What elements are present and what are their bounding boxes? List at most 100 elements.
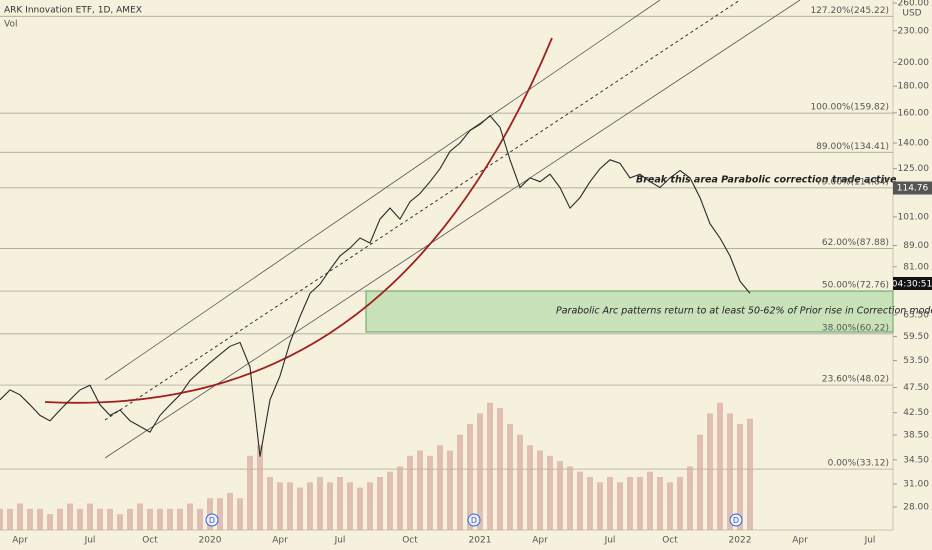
volume-bar [697, 434, 703, 530]
volume-bar [367, 482, 373, 530]
volume-bar [217, 498, 223, 530]
volume-bar [747, 418, 753, 530]
volume-bar [317, 477, 323, 530]
event-marker [205, 513, 219, 527]
volume-bar [487, 402, 493, 530]
volume-bar [447, 450, 453, 530]
volume-bar [457, 434, 463, 530]
volume-bar [247, 455, 253, 530]
fib-label: 23.60%(48.02) [822, 375, 889, 385]
volume-bar [567, 466, 573, 530]
volume-bar [137, 503, 143, 530]
volume-bar [387, 471, 393, 530]
annotation: Parabolic Arc patterns return to at leas… [556, 306, 932, 317]
volume-bar [677, 477, 683, 530]
x-tick-label: Apr [12, 536, 28, 546]
volume-bar [187, 503, 193, 530]
y-tick-label: 28.00 [903, 503, 929, 513]
volume-bar [97, 508, 103, 530]
y-tick-label: 53.50 [903, 356, 929, 366]
volume-bar [7, 508, 13, 530]
x-tick-label: Apr [792, 536, 808, 546]
y-tick-label: 47.50 [903, 383, 929, 393]
volume-bar [107, 508, 113, 530]
volume-bar [467, 424, 473, 530]
volume-bar [17, 503, 23, 530]
volume-bar [577, 471, 583, 530]
volume-bar [27, 508, 33, 530]
volume-bar [637, 477, 643, 530]
x-tick-label: Oct [662, 536, 678, 546]
volume-bar [597, 482, 603, 530]
volume-bar [497, 408, 503, 530]
y-tick-label: 200.00 [898, 58, 930, 68]
volume-bar [587, 477, 593, 530]
volume-bar [267, 477, 273, 530]
volume-bar [717, 402, 723, 530]
volume-bar [707, 413, 713, 530]
volume-bar [167, 508, 173, 530]
x-tick-label: Jul [334, 536, 346, 546]
volume-bar [667, 482, 673, 530]
fib-label: 38.00%(60.22) [822, 323, 889, 333]
event-marker [729, 513, 743, 527]
volume-bar [647, 471, 653, 530]
volume-bar [77, 508, 83, 530]
channel-lower [104, 0, 801, 459]
volume-bar [627, 477, 633, 530]
y-tick-label: 230.00 [898, 26, 930, 36]
volume-bar [437, 445, 443, 530]
fib-label: 127.20%(245.22) [810, 6, 889, 16]
volume-bar [477, 413, 483, 530]
chart-title: ARK Innovation ETF, 1D, AMEX [4, 6, 142, 16]
volume-bar [337, 477, 343, 530]
last-price-box [893, 181, 932, 195]
volume-bar [557, 461, 563, 530]
volume-bar [547, 455, 553, 530]
volume-bar [517, 434, 523, 530]
x-tick-label: Apr [532, 536, 548, 546]
fib-label: 0.00%(33.12) [828, 459, 889, 469]
parabolic-arc [44, 37, 553, 404]
volume-bar [37, 508, 43, 530]
volume-bar [227, 492, 233, 530]
x-tick-label: Apr [272, 536, 288, 546]
volume-bar [377, 477, 383, 530]
y-tick-label: 160.00 [898, 108, 930, 118]
volume-bar [307, 482, 313, 530]
event-label: D [209, 516, 215, 525]
y-tick-label: 59.50 [903, 332, 929, 342]
x-tick-label: Oct [402, 536, 418, 546]
event-label: D [471, 516, 477, 525]
volume-bar [527, 445, 533, 530]
y-tick-label: 260.00 [898, 0, 930, 9]
volume-bar [687, 466, 693, 530]
volume-bar [727, 413, 733, 530]
volume-bar [417, 450, 423, 530]
y-tick-label: 65.50 [903, 310, 929, 320]
volume-bar [327, 482, 333, 530]
volume-bar [197, 508, 203, 530]
last-price-label: 114.76 [897, 184, 929, 194]
volume-bar [277, 482, 283, 530]
fib-label: 62.00%(87.88) [822, 238, 889, 248]
event-label: D [733, 516, 739, 525]
volume-bar [657, 477, 663, 530]
y-tick-label: 34.50 [903, 455, 929, 465]
countdown: 04:30:51 [892, 280, 932, 290]
x-tick-label: 2022 [729, 536, 752, 546]
x-tick-label: 2021 [469, 536, 492, 546]
x-tick-label: Jul [84, 536, 96, 546]
volume-bar [47, 514, 53, 530]
volume-bar [357, 487, 363, 530]
fib-label: 89.00%(134.41) [816, 142, 889, 152]
volume-bar [147, 508, 153, 530]
channel-middle [104, 0, 741, 421]
volume-bar [157, 508, 163, 530]
volume-bar [427, 455, 433, 530]
volume-bar [607, 477, 613, 530]
volume-bar [57, 508, 63, 530]
volume-bar [67, 503, 73, 530]
